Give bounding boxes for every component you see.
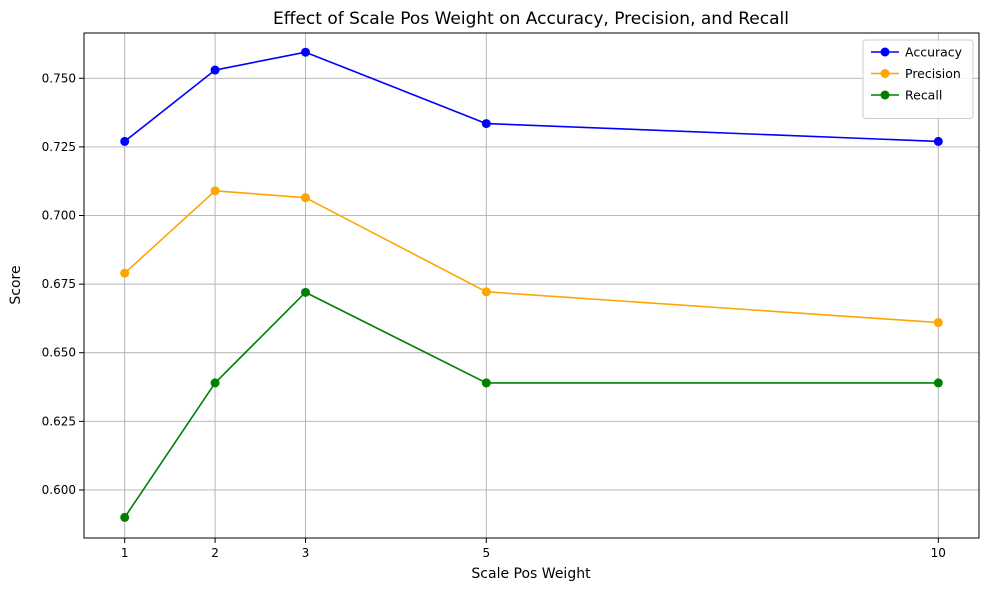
precision-point [120, 268, 130, 278]
y-axis-label: Score [8, 265, 24, 304]
x-tick-label: 10 [931, 546, 946, 560]
legend-item-accuracy: Accuracy [871, 45, 963, 60]
accuracy-point [120, 136, 130, 146]
legend-label-recall: Recall [905, 88, 942, 103]
series-accuracy [120, 47, 943, 146]
y-tick-label: 0.725 [42, 140, 76, 154]
legend-marker-precision [880, 69, 890, 78]
recall-point [933, 378, 943, 388]
precision-point [300, 193, 310, 203]
accuracy-point [481, 119, 491, 129]
accuracy-point [210, 65, 220, 75]
y-tick-label: 0.675 [42, 277, 76, 291]
legend-marker-recall [880, 90, 890, 100]
legend-marker-accuracy [880, 47, 890, 57]
y-tick-label: 0.750 [42, 71, 76, 85]
legend-item-recall: Recall [871, 88, 942, 103]
recall-point [300, 287, 310, 297]
x-tick-label: 5 [482, 546, 490, 560]
recall-point [481, 378, 491, 388]
accuracy-point [933, 136, 943, 146]
y-tick-label: 0.700 [42, 209, 76, 223]
legend-label-accuracy: Accuracy [905, 45, 963, 60]
x-tick-label: 1 [121, 546, 129, 560]
y-tick-label: 0.625 [42, 414, 76, 428]
x-tick-label: 3 [302, 546, 310, 560]
legend-item-precision: Precision [871, 66, 961, 81]
y-tick-label: 0.600 [42, 483, 76, 497]
series-lines [120, 47, 943, 522]
y-tick-label: 0.650 [42, 346, 76, 360]
x-axis-ticks: 1 2 3 5 10 [121, 538, 946, 560]
precision-point [481, 287, 491, 297]
grid [84, 33, 979, 538]
y-axis-ticks: 0.600 0.625 0.650 0.675 0.700 0.725 0.750 [42, 71, 84, 497]
legend-box [862, 39, 974, 119]
series-precision [120, 186, 943, 328]
series-recall [120, 287, 943, 522]
recall-point [210, 378, 220, 388]
chart-title: Effect of Scale Pos Weight on Accuracy, … [273, 9, 789, 29]
precision-point [210, 186, 220, 196]
x-axis-label: Scale Pos Weight [471, 566, 591, 582]
precision-point [933, 318, 943, 328]
recall-point [120, 512, 130, 522]
legend-label-precision: Precision [905, 66, 961, 81]
legend: Accuracy Precision Recall [862, 39, 974, 119]
x-tick-label: 2 [211, 546, 219, 560]
accuracy-point [300, 47, 310, 57]
plot-frame [83, 32, 980, 539]
